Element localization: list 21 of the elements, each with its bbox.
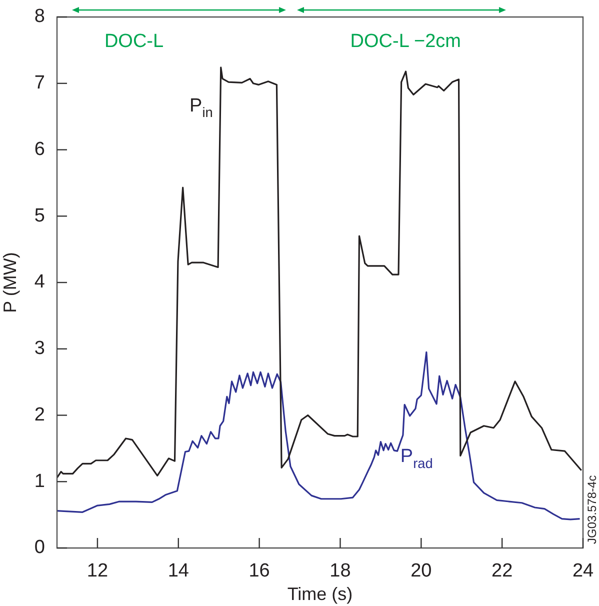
y-tick-label: 8 xyxy=(34,6,45,28)
y-axis-title: P (MW) xyxy=(0,252,20,313)
x-tick-label: 22 xyxy=(492,560,513,582)
y-tick-label: 7 xyxy=(34,72,45,94)
y-tick-label: 6 xyxy=(34,138,45,160)
x-tick-label: 12 xyxy=(86,560,108,582)
y-tick-label: 0 xyxy=(34,537,45,558)
x-tick-label: 24 xyxy=(572,560,594,582)
y-tick-label: 1 xyxy=(34,470,45,492)
x-tick-label: 14 xyxy=(168,560,190,582)
annotation: DOC-L xyxy=(104,31,164,52)
y-tick-label: 3 xyxy=(34,338,45,360)
x-tick-label: 18 xyxy=(330,560,351,582)
y-tick-label: 2 xyxy=(34,404,45,426)
text: JG03.578-4c xyxy=(585,475,599,544)
x-tick-label: 20 xyxy=(410,560,432,582)
y-tick-label: 4 xyxy=(34,272,46,293)
x-axis-title: Time (s) xyxy=(287,584,353,604)
annotation: DOC-L −2cm xyxy=(350,31,461,52)
y-tick-label: 5 xyxy=(34,205,45,226)
x-tick-label: 16 xyxy=(248,560,270,582)
